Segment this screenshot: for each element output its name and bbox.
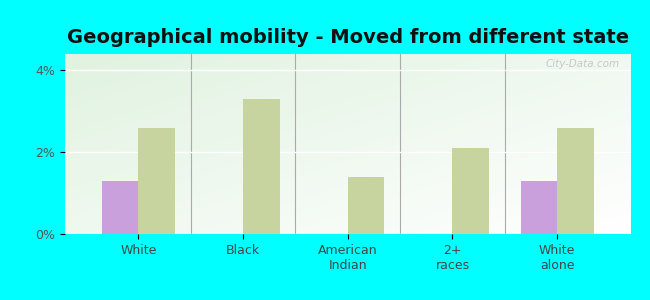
Bar (348, 177, 384, 234)
Bar (138, 128, 175, 234)
Bar (452, 148, 489, 234)
Title: Geographical mobility - Moved from different state: Geographical mobility - Moved from diffe… (67, 28, 629, 47)
Bar (521, 181, 557, 234)
Bar (243, 99, 280, 234)
Bar (101, 181, 138, 234)
Text: City-Data.com: City-Data.com (545, 59, 619, 69)
Bar (557, 128, 594, 234)
